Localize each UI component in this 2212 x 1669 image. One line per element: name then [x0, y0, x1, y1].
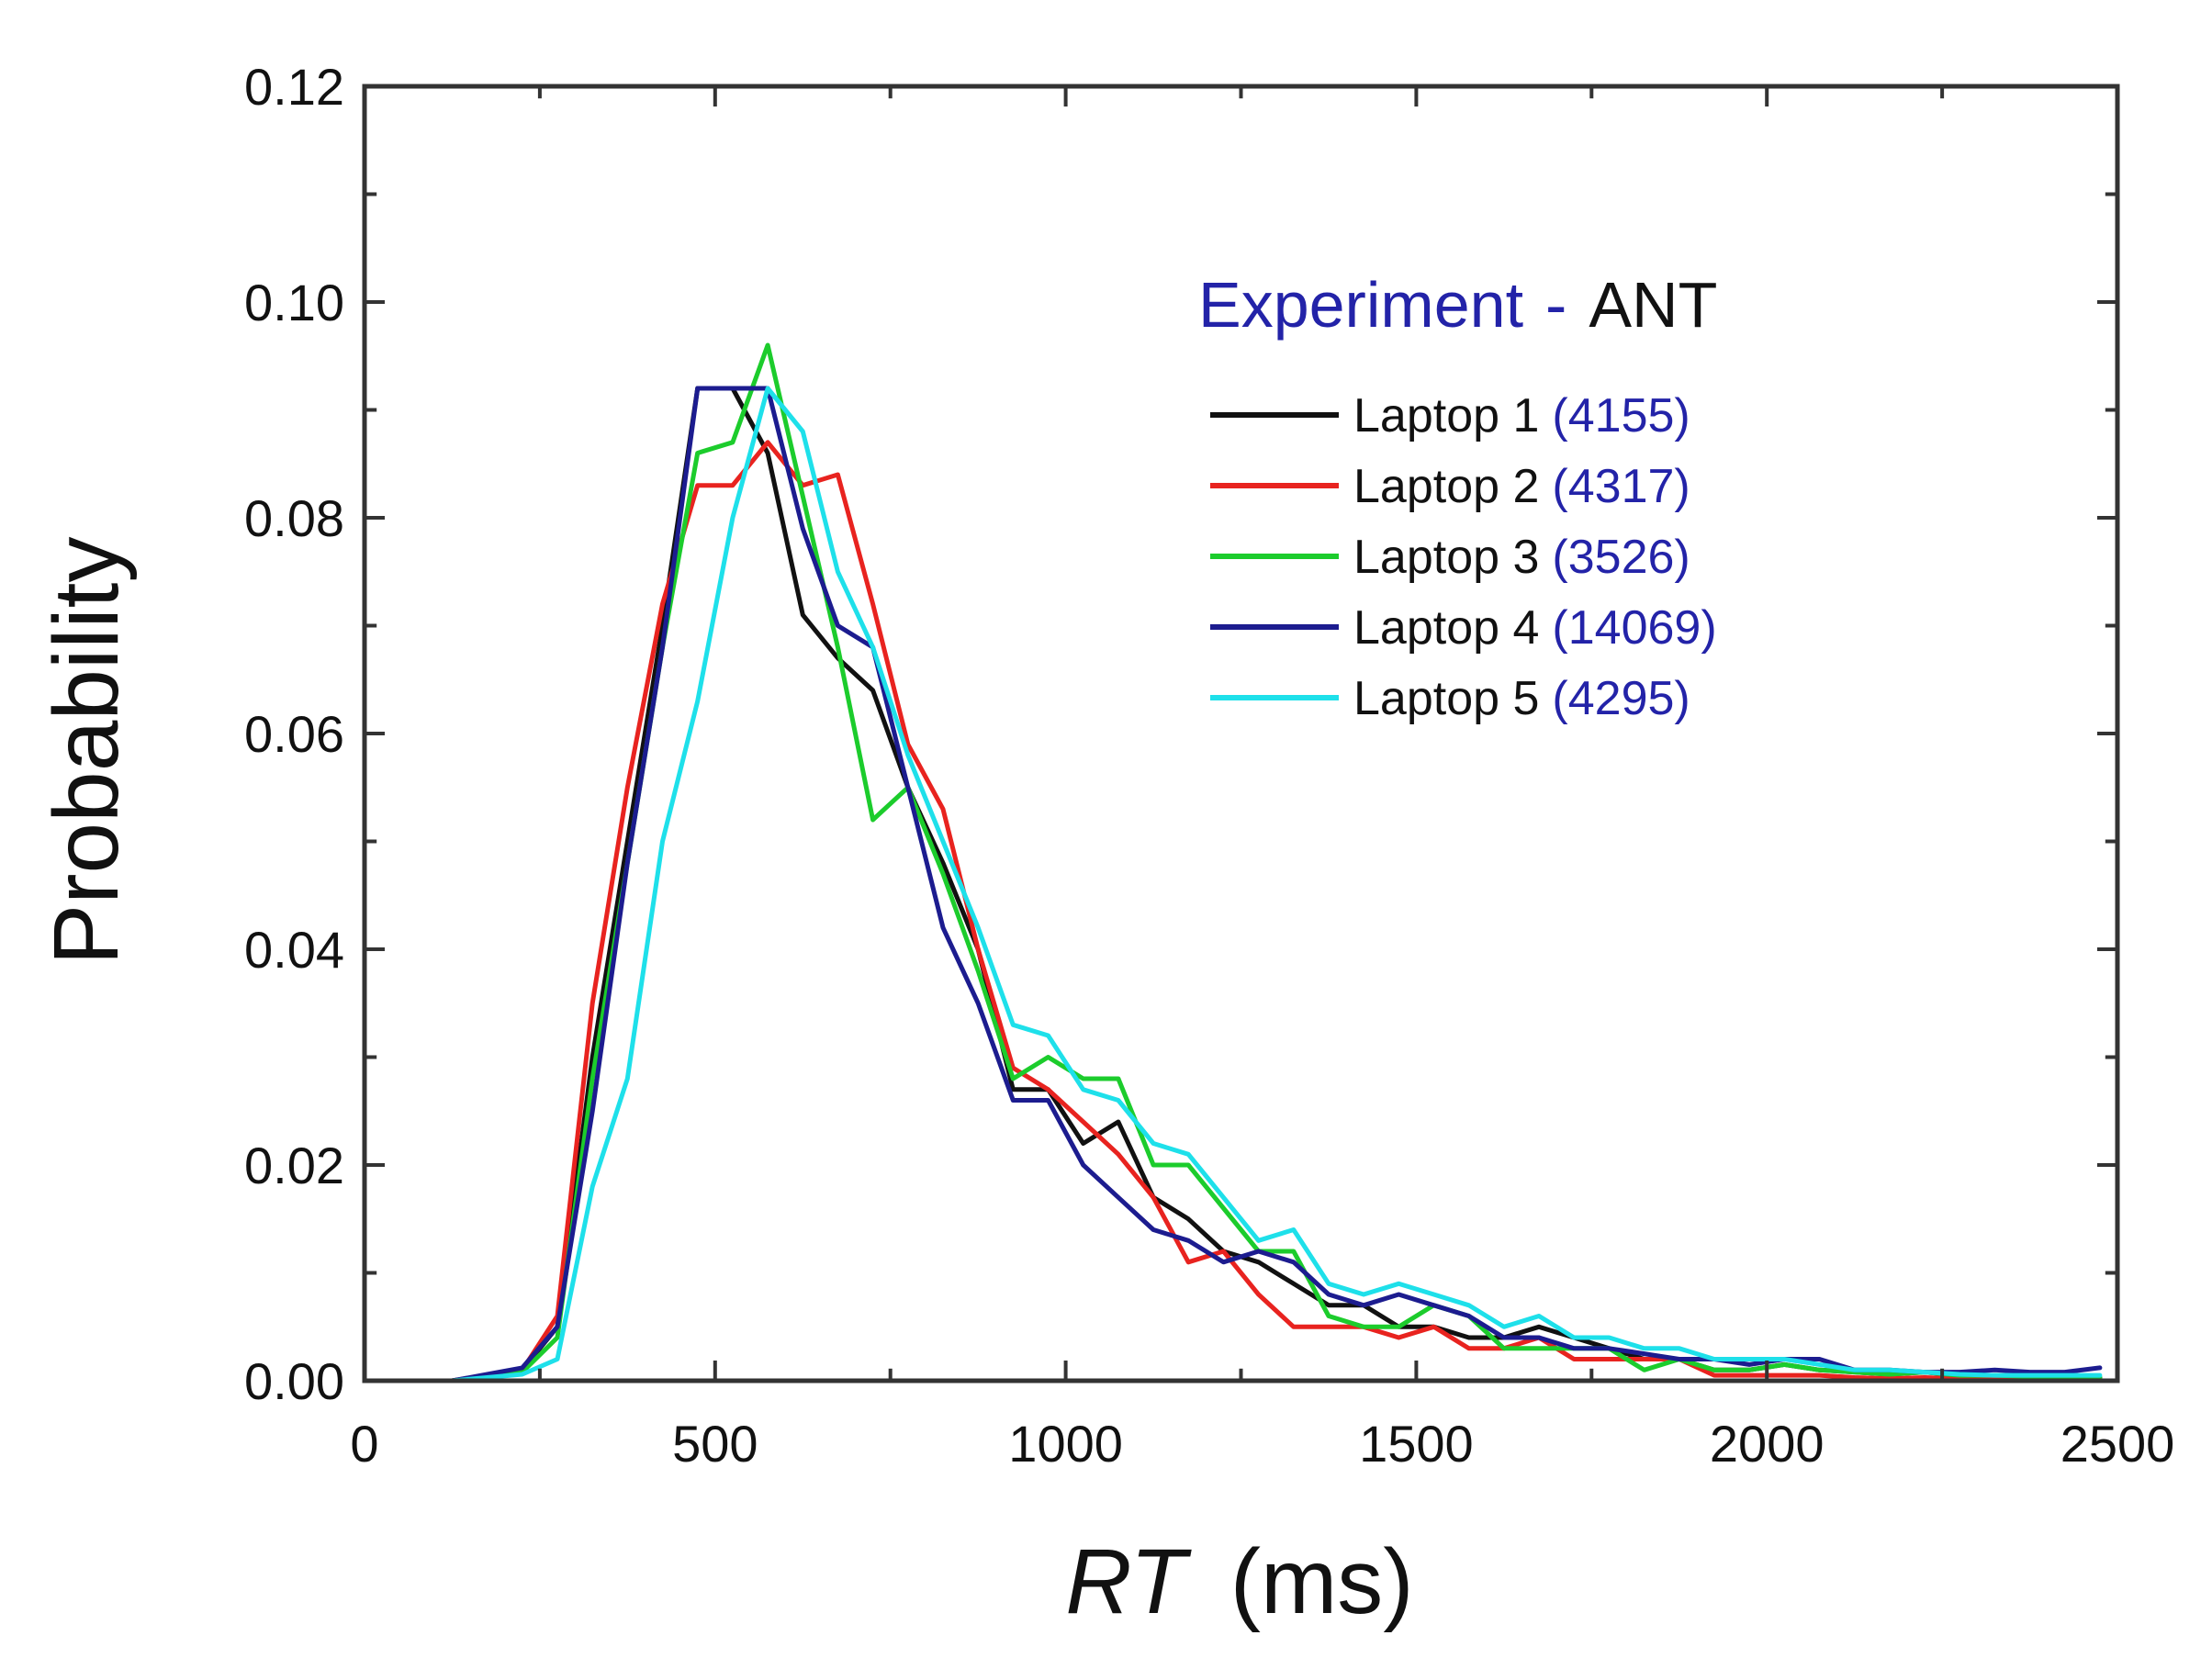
series-line-laptop-4 — [379, 386, 2103, 1383]
y-tick-label: 0.06 — [244, 705, 344, 763]
x-tick-label: 1000 — [1008, 1415, 1123, 1473]
x-axis-title: RT (ms) — [1065, 1530, 1413, 1633]
tick-labels: 0 500 1000 1500 2000 2500 0.00 0.02 0.04 0.06 0.08… — [244, 58, 2174, 1473]
legend-label: Laptop 1 (4155) — [1353, 389, 1690, 442]
x-axis-title-unit: (ms) — [1230, 1530, 1414, 1633]
y-tick-label: 0.08 — [244, 489, 344, 547]
legend-item-laptop-1: Laptop 1 (4155) — [1210, 389, 1690, 442]
legend-title-separator: - — [1545, 269, 1566, 341]
x-tick-label: 2000 — [1710, 1415, 1825, 1473]
y-tick-label: 0.10 — [244, 274, 344, 331]
legend-title-experiment: Experiment — [1198, 269, 1523, 341]
legend-item-laptop-3: Laptop 3 (3526) — [1210, 531, 1690, 584]
series-layer — [379, 342, 2103, 1383]
y-axis-title: Probability — [35, 537, 138, 966]
legend-title: Experiment - ANT — [1198, 269, 1717, 341]
legend-label: Laptop 4 (14069) — [1353, 601, 1717, 655]
legend-label: Laptop 5 (4295) — [1353, 672, 1690, 725]
x-tick-label: 2500 — [2060, 1415, 2175, 1473]
legend-label: Laptop 3 (3526) — [1353, 531, 1690, 584]
y-tick-label: 0.02 — [244, 1137, 344, 1194]
legend: Experiment - ANT Laptop 1 (4155) Laptop 2(… — [1198, 269, 1717, 725]
legend-items: Laptop 1 (4155) Laptop 2 (4317) Laptop 3 (352… — [1210, 389, 1717, 725]
legend-label: Laptop 2 (4317) — [1353, 460, 1690, 513]
legend-item-laptop-5: Laptop 5 (4295) — [1210, 672, 1690, 725]
x-axis-title-italic: RT — [1065, 1530, 1191, 1633]
series-line-laptop-5 — [379, 386, 2103, 1383]
x-tick-label: 1500 — [1359, 1415, 1474, 1473]
legend-title-ant: ANT — [1589, 269, 1717, 341]
ticks-layer — [363, 84, 2119, 1383]
legend-item-laptop-4: Laptop 4 (14069) — [1210, 601, 1717, 655]
x-tick-label: 500 — [672, 1415, 758, 1473]
y-tick-label: 0.12 — [244, 58, 344, 116]
y-tick-label: 0.04 — [244, 921, 344, 979]
series-line-laptop-2 — [379, 440, 2103, 1383]
y-tick-label: 0.00 — [244, 1352, 344, 1410]
legend-item-laptop-2: Laptop 2 (4317) — [1210, 460, 1690, 513]
x-tick-label: 0 — [350, 1415, 378, 1473]
